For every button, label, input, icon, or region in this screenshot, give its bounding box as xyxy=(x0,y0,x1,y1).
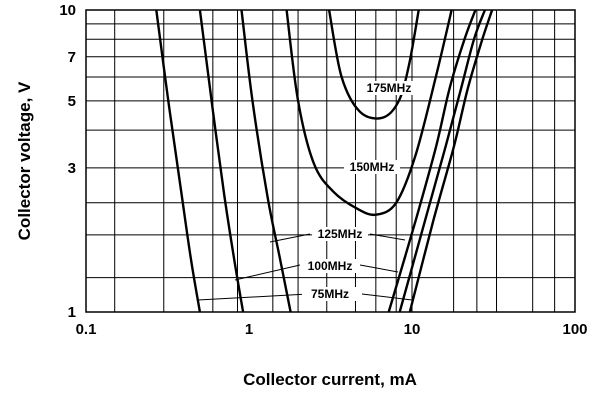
label-background-175mhz xyxy=(361,81,417,95)
curve-125mhz-right-branch xyxy=(387,10,477,312)
label-background-150mhz xyxy=(344,160,400,174)
leader-line-100mhz xyxy=(359,264,399,273)
curve-175mhz xyxy=(327,10,420,120)
label-background-100mhz xyxy=(302,259,358,273)
y-tick-label: 1 xyxy=(68,304,76,321)
label-background-75mhz xyxy=(302,287,358,301)
x-tick-labels: 0.1 1 10 100 xyxy=(76,321,588,338)
curve-100mhz-left-branch xyxy=(198,10,245,312)
curve-labels: 175MHz 150MHz 125MHz 100MHz 75MHz xyxy=(197,81,417,301)
curve-label-75mhz: 75MHz xyxy=(311,287,349,301)
y-tick-labels: 1 3 5 7 10 xyxy=(59,2,76,321)
plot-frame xyxy=(85,9,576,313)
curve-125mhz-left-branch xyxy=(240,10,292,312)
curve-label-100mhz: 100MHz xyxy=(308,259,353,273)
curve-75mhz-left-branch xyxy=(155,10,202,312)
x-tick-label: 100 xyxy=(562,321,587,338)
curve-150mhz xyxy=(285,10,453,217)
leader-line-75mhz xyxy=(361,293,413,301)
x-tick-label: 1 xyxy=(245,321,253,338)
label-background-125mhz xyxy=(312,227,368,241)
curve-label-125mhz: 125MHz xyxy=(318,227,363,241)
curve-75mhz-right-branch xyxy=(408,10,494,312)
y-tick-label: 10 xyxy=(59,2,76,19)
x-tick-label: 0.1 xyxy=(76,321,97,338)
leader-line-100mhz xyxy=(234,264,301,281)
leader-line-125mhz xyxy=(369,233,406,241)
y-axis-title: Collector voltage, V xyxy=(15,81,34,240)
x-axis-title: Collector current, mA xyxy=(243,370,417,389)
curve-100mhz-right-branch xyxy=(398,10,487,312)
curve-label-150mhz: 150MHz xyxy=(350,160,395,174)
y-tick-label: 7 xyxy=(68,49,76,66)
x-tick-label: 10 xyxy=(404,321,421,338)
y-tick-label: 5 xyxy=(68,93,76,110)
leader-line-75mhz xyxy=(197,293,309,301)
leader-line-125mhz xyxy=(269,233,311,243)
curves xyxy=(155,10,494,312)
y-tick-label: 3 xyxy=(68,160,76,177)
curve-label-175mhz: 175MHz xyxy=(367,81,412,95)
